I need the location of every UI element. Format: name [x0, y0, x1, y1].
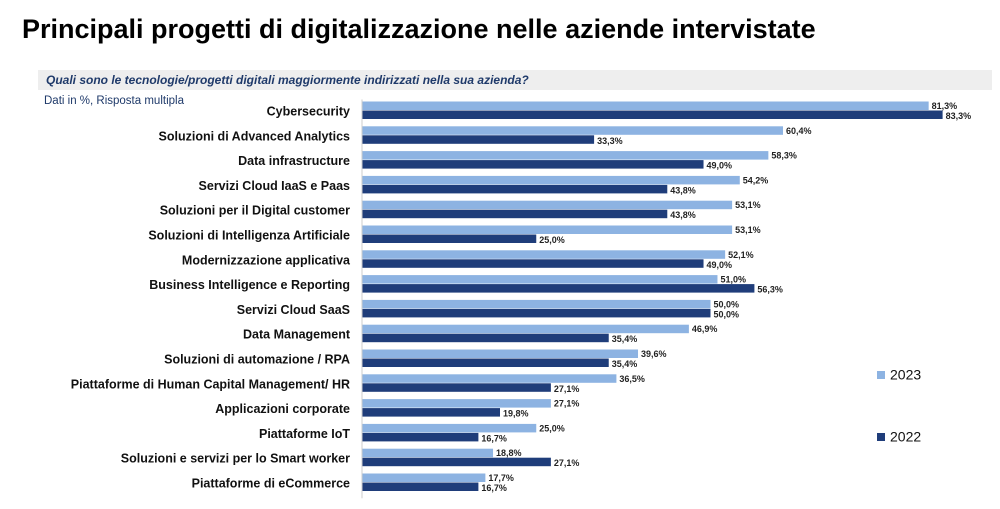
bar-2022: [362, 284, 755, 293]
category-label: Soluzioni e servizi per lo Smart worker: [121, 452, 350, 466]
category-label: Piattaforme di Human Capital Management/…: [71, 377, 350, 391]
data-label: 81,3%: [932, 101, 958, 111]
bar-2022: [362, 135, 595, 144]
data-label: 58,3%: [771, 151, 797, 161]
bar-2023: [362, 399, 551, 408]
bar-2023: [362, 151, 769, 160]
bar-2022: [362, 259, 704, 268]
category-label: Business Intelligence e Reporting: [149, 278, 350, 292]
data-label: 33,3%: [597, 136, 623, 146]
bars-group: Cybersecurity 81,3%83,3% Soluzioni di Adva…: [71, 99, 972, 499]
bar-2022: [362, 110, 943, 119]
bar-2023: [362, 250, 726, 259]
data-label: 52,1%: [728, 250, 754, 260]
bar-2023: [362, 275, 718, 284]
bar-2023: [362, 374, 617, 383]
bar-2022: [362, 482, 479, 491]
data-label: 54,2%: [743, 175, 769, 185]
legend-label-2022: 2022: [890, 429, 921, 445]
legend-swatch-2023: [877, 371, 885, 379]
bar-2022: [362, 457, 551, 467]
bar-2022: [362, 333, 609, 343]
data-label: 16,7%: [481, 433, 507, 443]
data-label: 39,6%: [641, 349, 667, 359]
category-label: Data infrastructure: [238, 154, 350, 168]
data-label: 49,0%: [707, 161, 733, 171]
data-label: 49,0%: [707, 260, 733, 270]
category-label: Modernizzazione applicativa: [182, 253, 351, 267]
page-title: Principali progetti di digitalizzazione …: [22, 14, 816, 44]
bar-2022: [362, 432, 479, 442]
data-label: 43,8%: [670, 185, 696, 195]
bar-2023: [362, 175, 740, 185]
data-label: 53,1%: [735, 225, 761, 235]
question-banner: Quali sono le tecnologie/progetti digita…: [38, 70, 992, 90]
data-label: 36,5%: [619, 374, 645, 384]
data-label: 50,0%: [714, 299, 740, 309]
category-label: Piattaforme di eCommerce: [192, 477, 350, 491]
data-label: 35,4%: [612, 359, 638, 369]
bar-2023: [362, 473, 486, 482]
bar-2022: [362, 160, 704, 169]
data-label: 43,8%: [670, 210, 696, 220]
bar-2023: [362, 448, 494, 458]
category-label: Soluzioni per il Digital customer: [160, 204, 350, 218]
category-label: Servizi Cloud SaaS: [237, 303, 350, 317]
data-label: 83,3%: [946, 111, 972, 121]
bar-2022: [362, 234, 537, 243]
data-label: 46,9%: [692, 324, 718, 334]
bar-2022: [362, 209, 668, 219]
category-label: Servizi Cloud IaaS e Paas: [199, 179, 351, 193]
bar-2023: [362, 101, 929, 110]
category-label: Data Management: [243, 328, 351, 342]
bar-2022: [362, 383, 551, 392]
bar-2023: [362, 225, 733, 234]
data-label: 19,8%: [503, 409, 529, 419]
legend: 2023 2022: [877, 367, 921, 445]
data-label: 53,1%: [735, 200, 761, 210]
category-label: Soluzioni di automazione / RPA: [164, 353, 350, 367]
bar-2023: [362, 349, 639, 358]
category-label: Piattaforme IoT: [259, 427, 350, 441]
data-label: 60,4%: [786, 126, 812, 136]
category-label: Cybersecurity: [267, 105, 350, 119]
data-label: 50,0%: [714, 309, 740, 319]
bar-2023: [362, 299, 711, 309]
category-label: Soluzioni di Intelligenza Artificiale: [148, 229, 350, 243]
data-label: 56,3%: [757, 285, 783, 295]
bar-2023: [362, 324, 689, 334]
data-label: 17,7%: [488, 473, 514, 483]
data-label: 18,8%: [496, 448, 522, 458]
bar-2022: [362, 308, 711, 318]
bar-2022: [362, 408, 501, 417]
legend-label-2023: 2023: [890, 367, 921, 383]
bar-2023: [362, 126, 783, 135]
data-label: 51,0%: [720, 275, 746, 285]
data-label: 35,4%: [612, 334, 638, 344]
data-label: 25,0%: [539, 235, 565, 245]
bar-2023: [362, 423, 537, 433]
bar-2022: [362, 358, 609, 367]
data-label: 16,7%: [481, 483, 507, 493]
data-label: 27,1%: [554, 458, 580, 468]
survey-question: Quali sono le tecnologie/progetti digita…: [46, 73, 529, 87]
data-label: 25,0%: [539, 423, 565, 433]
bar-2023: [362, 200, 733, 210]
data-label: 27,1%: [554, 399, 580, 409]
data-label: 27,1%: [554, 384, 580, 394]
bar-2022: [362, 184, 668, 194]
category-label: Soluzioni di Advanced Analytics: [159, 129, 351, 143]
category-label: Applicazioni corporate: [215, 402, 350, 416]
chart-subtitle: Dati in %, Risposta multipla: [44, 95, 184, 107]
legend-swatch-2022: [877, 433, 885, 441]
